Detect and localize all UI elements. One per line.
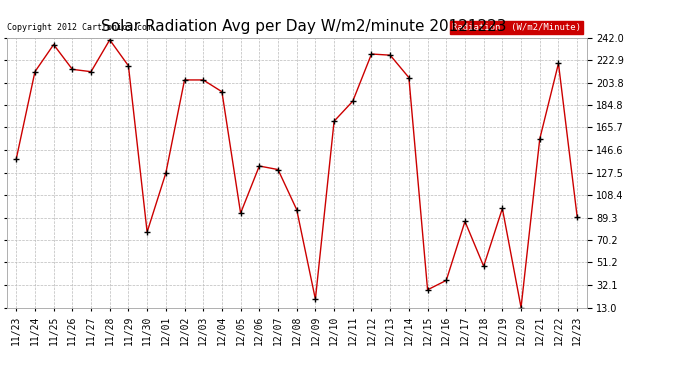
Text: Solar Radiation Avg per Day W/m2/minute 20121223: Solar Radiation Avg per Day W/m2/minute … [101,19,506,34]
Text: Copyright 2012 Cartronics.com: Copyright 2012 Cartronics.com [7,23,152,32]
Text: Radiation  (W/m2/Minute): Radiation (W/m2/Minute) [452,23,581,32]
